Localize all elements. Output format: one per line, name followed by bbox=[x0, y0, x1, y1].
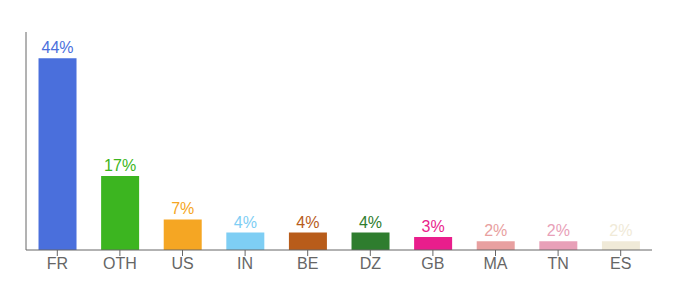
svg-text:44%: 44% bbox=[42, 39, 74, 56]
svg-text:US: US bbox=[171, 255, 193, 272]
svg-text:GB: GB bbox=[421, 255, 444, 272]
svg-text:4%: 4% bbox=[359, 214, 382, 231]
svg-text:TN: TN bbox=[547, 255, 568, 272]
svg-text:7%: 7% bbox=[171, 200, 194, 217]
svg-text:2%: 2% bbox=[484, 222, 507, 239]
svg-text:OTH: OTH bbox=[103, 255, 137, 272]
svg-text:4%: 4% bbox=[234, 214, 257, 231]
svg-text:MA: MA bbox=[484, 255, 508, 272]
svg-text:2%: 2% bbox=[609, 222, 632, 239]
svg-text:DZ: DZ bbox=[360, 255, 382, 272]
svg-text:BE: BE bbox=[297, 255, 318, 272]
svg-text:4%: 4% bbox=[296, 214, 319, 231]
svg-text:17%: 17% bbox=[104, 157, 136, 174]
svg-text:FR: FR bbox=[47, 255, 68, 272]
svg-text:ES: ES bbox=[610, 255, 631, 272]
svg-text:3%: 3% bbox=[422, 218, 445, 235]
svg-text:2%: 2% bbox=[547, 222, 570, 239]
svg-text:IN: IN bbox=[237, 255, 253, 272]
